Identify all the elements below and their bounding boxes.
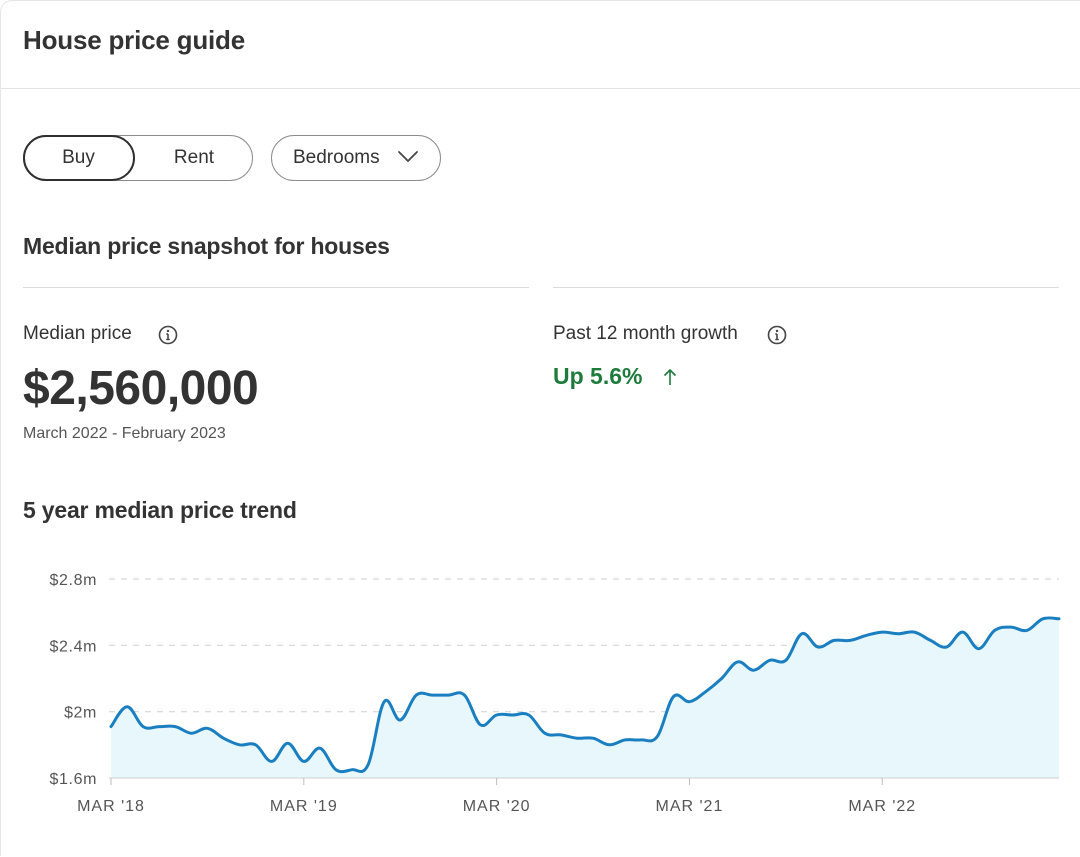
growth-info-icon[interactable] — [767, 325, 787, 345]
page-title: House price guide — [23, 25, 245, 55]
buy-rent-toggle: Buy Rent — [22, 134, 253, 181]
chevron-down-icon — [398, 151, 418, 162]
card-header: House price guide — [1, 1, 1080, 89]
snapshot-divider-left — [23, 287, 529, 288]
x-tick-label: MAR '19 — [270, 798, 338, 815]
arrow-up-icon — [663, 369, 677, 385]
price-trend-line — [109, 616, 1061, 774]
y-tick-label: $1.6m — [50, 771, 97, 788]
bedrooms-dropdown[interactable]: Bedrooms — [271, 135, 441, 181]
x-tick-label: MAR '22 — [848, 798, 916, 815]
price-trend-area — [111, 617, 1059, 778]
x-tick-label: MAR '21 — [656, 798, 724, 815]
x-tick-label: MAR '18 — [77, 798, 145, 815]
median-price-info-icon[interactable] — [158, 325, 178, 345]
buy-toggle-button[interactable]: Buy — [22, 134, 135, 181]
growth-label: Past 12 month growth — [553, 323, 738, 344]
median-price-label: Median price — [23, 323, 132, 344]
median-price-period: March 2022 - February 2023 — [23, 425, 226, 442]
y-tick-label: $2.8m — [50, 572, 97, 589]
median-price-value: $2,560,000 — [23, 362, 259, 415]
trend-title: 5 year median price trend — [23, 497, 297, 523]
snapshot-title: Median price snapshot for houses — [23, 233, 390, 259]
bedrooms-dropdown-label: Bedrooms — [293, 147, 380, 168]
price-trend-chart: $1.6m $2m $2.4m $2.8m MAR '18 MAR '19 MAR '20 M… — [50, 572, 1061, 815]
y-tick-label: $2m — [64, 705, 97, 722]
rent-toggle-button[interactable]: Rent — [173, 146, 215, 168]
snapshot-divider-right — [553, 287, 1059, 288]
y-tick-label: $2.4m — [50, 638, 97, 655]
x-tick-label: MAR '20 — [463, 798, 531, 815]
growth-value: Up 5.6% — [553, 363, 643, 389]
